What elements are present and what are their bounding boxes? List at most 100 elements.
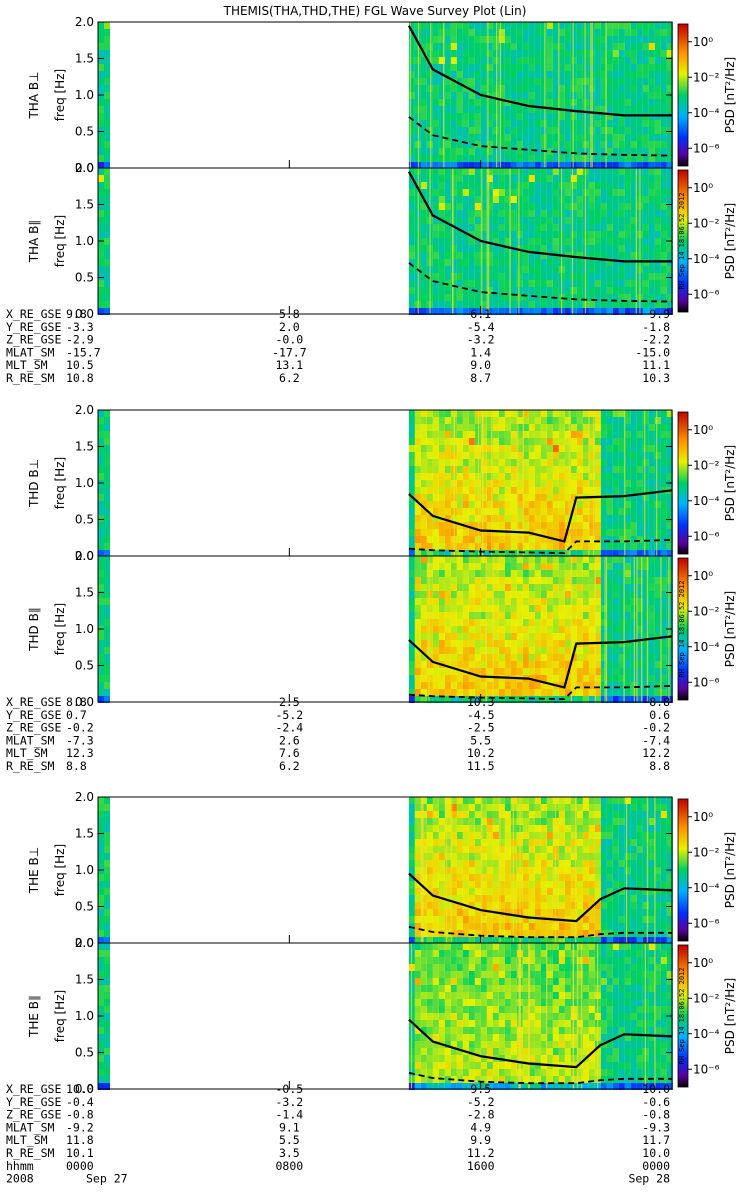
spectrogram-cell [498, 266, 505, 273]
panel-name: THD B⊥ [27, 459, 41, 508]
ephem-value: 6.2 [279, 371, 300, 385]
spectrogram-cell [534, 832, 541, 839]
spectrogram-cell [588, 259, 595, 266]
spectrogram-cell [648, 550, 655, 557]
spectrogram-cell [588, 556, 595, 563]
spectrogram-cell [98, 612, 104, 619]
spectrogram-cell [468, 668, 475, 675]
spectrogram-cell [534, 238, 541, 245]
spectrogram-cell [576, 36, 583, 43]
spectrogram-cell [618, 647, 625, 654]
spectrogram-cell [426, 626, 433, 633]
spectrogram-cell [660, 501, 667, 508]
spectrogram-cell [612, 654, 619, 661]
spectrogram-cell [516, 668, 523, 675]
spectrogram-cell [480, 78, 487, 85]
spectrogram-cell [444, 417, 451, 424]
spectrogram-cell [492, 85, 499, 92]
spectrogram-cell [104, 203, 110, 210]
spectrogram-cell [624, 127, 631, 134]
spectrogram-cell [666, 570, 673, 577]
spectrogram-cell [552, 155, 559, 162]
spectrogram-cell [606, 57, 613, 64]
spectrogram-cell [618, 92, 625, 99]
spectrogram-cell [534, 175, 541, 182]
spectrogram-cell [582, 155, 589, 162]
spectrogram-cell [462, 605, 469, 612]
spectrogram-cell [480, 888, 487, 895]
spectrogram-cell [606, 64, 613, 71]
spectrogram-cell [552, 598, 559, 605]
spectrogram-cell [576, 175, 583, 182]
spectrogram-cell [462, 280, 469, 287]
spectrogram-cell [534, 811, 541, 818]
spectrogram-cell [474, 238, 481, 245]
spectrogram-cell [666, 252, 673, 259]
spectrogram-cell [576, 577, 583, 584]
spectrogram-cell [104, 881, 110, 888]
spectrogram-cell [594, 529, 601, 536]
spectrogram-cell [654, 287, 661, 294]
spectrogram-cell [600, 570, 607, 577]
spectrogram-cell [594, 668, 601, 675]
spectrogram-cell [444, 591, 451, 598]
spectrogram-cell [474, 280, 481, 287]
spectrogram-cell [462, 689, 469, 696]
spectrogram-cell [594, 577, 601, 584]
spectrogram-cell [516, 252, 523, 259]
spectrogram-cell [558, 804, 565, 811]
spectrogram-cell [666, 619, 673, 626]
spectrogram-cell [618, 189, 625, 196]
spectrogram-cell [546, 301, 553, 308]
spectrogram-cell [660, 189, 667, 196]
spectrogram-cell [642, 210, 649, 217]
spectrogram-cell [492, 452, 499, 459]
spectrogram-cell [444, 148, 451, 155]
spectrogram-cell [624, 626, 631, 633]
spectrogram-cell [612, 494, 619, 501]
spectrogram-cell [498, 459, 505, 466]
spectrogram-cell [624, 846, 631, 853]
ephem-label: X_RE_GSE [6, 695, 61, 709]
spectrogram-cell [432, 266, 439, 273]
spectrogram-cell [456, 148, 463, 155]
spectrogram-cell [666, 577, 673, 584]
spectrogram-cell [432, 92, 439, 99]
spectrogram-cell [582, 508, 589, 515]
spectrogram-cell [438, 832, 445, 839]
spectrogram-cell [516, 633, 523, 640]
spectrogram-cell [636, 563, 643, 570]
spectrogram-cell [480, 308, 487, 315]
spectrogram-cell [474, 43, 481, 50]
spectrogram-cell [408, 605, 415, 612]
spectrogram-cell [552, 584, 559, 591]
spectrogram-cell [420, 231, 427, 238]
spectrogram-cell [570, 127, 577, 134]
spectrogram-cell [654, 424, 661, 431]
spectrogram-cell [594, 626, 601, 633]
spectrogram-cell [498, 203, 505, 210]
spectrogram-cell [414, 445, 421, 452]
spectrogram-cell [486, 410, 493, 417]
spectrogram-cell [612, 224, 619, 231]
spectrogram-cell [492, 550, 499, 557]
spectrogram-cell [444, 640, 451, 647]
spectrogram-cell [546, 231, 553, 238]
spectrogram-cell [534, 577, 541, 584]
spectrogram-cell [456, 923, 463, 930]
spectrogram-cell [570, 881, 577, 888]
spectrogram-cell [510, 308, 517, 315]
spectrogram-cell [588, 543, 595, 550]
spectrogram-cell [558, 494, 565, 501]
spectrogram-cell [534, 50, 541, 57]
spectrogram-cell [486, 818, 493, 825]
spectrogram-cell [618, 668, 625, 675]
spectrogram-cell [654, 217, 661, 224]
spectrogram-cell [624, 605, 631, 612]
spectrogram-cell [624, 106, 631, 113]
spectrogram-cell [426, 50, 433, 57]
spectrogram-cell [630, 266, 637, 273]
spectrogram-cell [462, 85, 469, 92]
spectrogram-cell [498, 818, 505, 825]
spectrogram-cell [480, 127, 487, 134]
